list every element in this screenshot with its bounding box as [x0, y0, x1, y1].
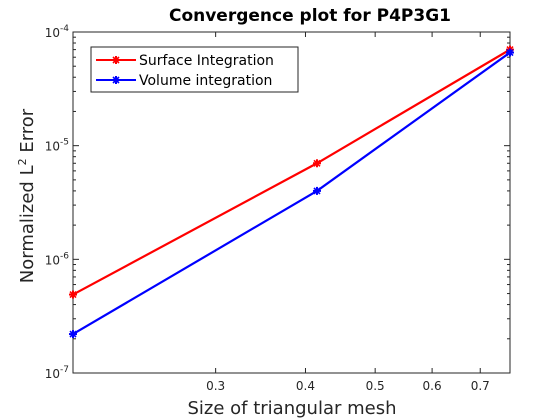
x-tick-label: 0.4: [296, 379, 315, 393]
legend-entry-volume: Volume integration: [96, 73, 272, 89]
data-point: [506, 48, 514, 57]
y-axis-label-sup: 2: [16, 158, 29, 165]
y-tick-label: 10-4: [45, 24, 70, 40]
legend-entry-surface: Surface Integration: [96, 53, 274, 69]
x-tick-label: 0.6: [423, 379, 442, 393]
data-point: [69, 330, 77, 339]
series-volume: [69, 48, 514, 339]
legend-marker-surface: [112, 56, 120, 64]
x-axis-label: Size of triangular mesh: [187, 398, 396, 419]
y-axis-label-tail: Error: [17, 108, 38, 158]
legend-label-volume: Volume integration: [139, 73, 272, 89]
y-axis-ticks: 10-7 10-6 10-5 10-4: [45, 24, 510, 381]
x-axis-ticks: 0.3 0.4 0.5 0.6 0.7: [206, 32, 490, 393]
x-tick-label: 0.7: [471, 379, 490, 393]
legend-marker: [112, 76, 120, 84]
y-axis-label: Normalized L2 Error: [16, 108, 38, 283]
series-layer: [69, 45, 514, 339]
chart-title: Convergence plot for P4P3G1: [169, 6, 451, 26]
y-tick-label: 10-5: [45, 138, 69, 154]
y-axis-label-main: Normalized L: [17, 165, 38, 283]
legend: Surface Integration Volume integration: [90, 46, 299, 93]
y-tick-label: 10-7: [45, 365, 69, 381]
data-point: [312, 186, 321, 195]
legend-label-surface: Surface Integration: [139, 53, 274, 69]
y-tick-label: 10-6: [45, 251, 70, 267]
data-point: [312, 159, 321, 168]
x-tick-label: 0.5: [366, 379, 385, 393]
data-point: [69, 290, 77, 299]
legend-marker: [112, 56, 120, 64]
x-tick-label: 0.3: [206, 379, 225, 393]
legend-box: [90, 46, 299, 93]
legend-marker-volume: [112, 76, 120, 84]
